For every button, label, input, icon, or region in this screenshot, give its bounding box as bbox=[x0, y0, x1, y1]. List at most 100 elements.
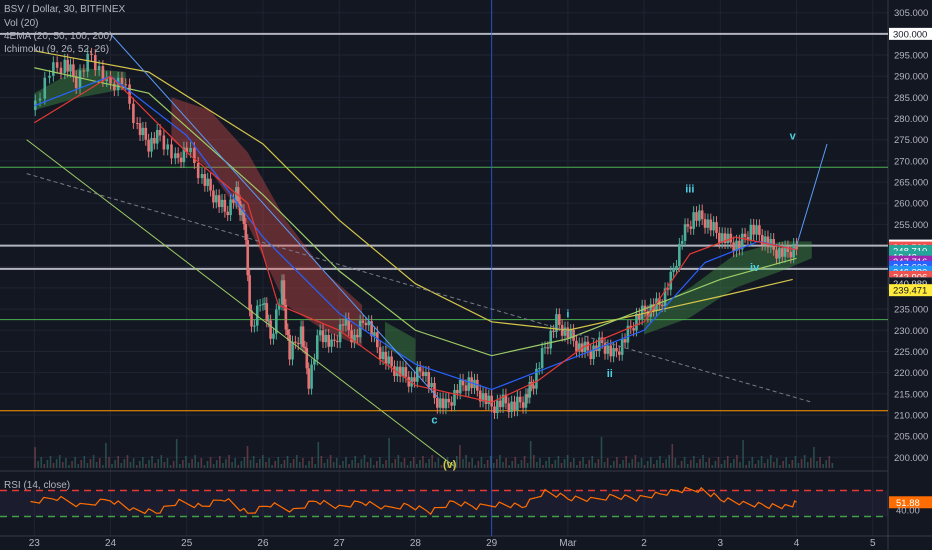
volume-bar bbox=[711, 465, 714, 468]
price-badge bbox=[889, 27, 932, 40]
candle bbox=[179, 157, 183, 163]
candle bbox=[786, 246, 790, 252]
volume-bar bbox=[539, 458, 541, 468]
x-tick-label: 29 bbox=[486, 538, 498, 549]
ema200-line bbox=[34, 50, 793, 331]
volume-bar bbox=[702, 455, 704, 468]
volume-bar bbox=[619, 464, 621, 468]
candle bbox=[603, 342, 607, 354]
volume-bar bbox=[588, 460, 590, 468]
volume-bar bbox=[206, 461, 209, 468]
candle bbox=[296, 342, 300, 345]
volume-bar bbox=[597, 459, 600, 468]
candle bbox=[398, 366, 402, 377]
candle bbox=[214, 195, 218, 203]
candle bbox=[144, 127, 148, 140]
volume-bar bbox=[680, 461, 683, 468]
candle bbox=[327, 334, 331, 347]
volume-bar bbox=[200, 458, 203, 468]
volume-bar bbox=[222, 463, 224, 468]
y-tick-label: 210.000 bbox=[894, 410, 928, 421]
candle bbox=[101, 66, 105, 82]
candle bbox=[277, 304, 281, 310]
wave-label: (v) bbox=[443, 459, 457, 471]
y-tick-label: 295.000 bbox=[894, 51, 928, 62]
volume-bar bbox=[271, 465, 273, 468]
wave-label: i bbox=[566, 309, 569, 321]
volume-bar bbox=[508, 465, 510, 468]
candle bbox=[166, 144, 169, 150]
candle bbox=[396, 366, 399, 376]
volume-bar bbox=[126, 455, 129, 468]
candle bbox=[280, 280, 284, 305]
volume-bar bbox=[372, 465, 375, 468]
volume-bar bbox=[477, 461, 480, 468]
x-tick-label: 23 bbox=[29, 538, 41, 549]
volume-bar bbox=[499, 455, 501, 468]
candle bbox=[150, 138, 153, 152]
y-tick-label: 265.000 bbox=[894, 178, 928, 189]
candle bbox=[577, 343, 581, 352]
candle bbox=[313, 359, 316, 365]
volume-bar bbox=[754, 464, 757, 468]
volume-bar bbox=[428, 459, 430, 468]
volume-bar bbox=[68, 465, 70, 468]
candle bbox=[769, 239, 773, 248]
candle bbox=[135, 123, 139, 125]
volume-bar bbox=[55, 459, 58, 468]
candle bbox=[646, 311, 650, 317]
ema50-line bbox=[34, 75, 797, 391]
candle bbox=[138, 123, 142, 136]
x-tick-label: Mar bbox=[559, 538, 577, 549]
y-tick-label: 285.000 bbox=[894, 93, 928, 104]
candle bbox=[778, 248, 781, 259]
volume-bar bbox=[779, 465, 781, 468]
candle bbox=[732, 242, 735, 252]
volume-bar bbox=[591, 456, 594, 468]
candle bbox=[272, 333, 275, 339]
candle bbox=[735, 240, 738, 252]
volume-bar bbox=[357, 463, 360, 468]
volume-bar bbox=[98, 458, 101, 468]
volume-bar bbox=[295, 455, 298, 468]
candle bbox=[575, 340, 578, 352]
volume-bar bbox=[416, 464, 418, 468]
candle bbox=[689, 226, 693, 229]
candle bbox=[147, 139, 150, 152]
candle bbox=[174, 153, 177, 159]
volume-bar bbox=[536, 462, 538, 468]
volume-bar bbox=[502, 462, 504, 468]
wave-label: iii bbox=[685, 184, 694, 196]
candle bbox=[370, 321, 373, 337]
volume-bar bbox=[154, 463, 156, 468]
candle bbox=[775, 249, 778, 259]
volume-bar bbox=[178, 464, 181, 468]
candle bbox=[726, 233, 730, 244]
candle bbox=[572, 330, 575, 341]
volume-bar bbox=[182, 460, 184, 468]
volume-bar bbox=[526, 463, 529, 468]
candle bbox=[109, 77, 112, 84]
volume-bar bbox=[631, 459, 634, 468]
candle bbox=[265, 303, 269, 322]
candle bbox=[663, 288, 667, 307]
candle bbox=[478, 390, 482, 402]
volume-bar bbox=[135, 465, 138, 468]
candle bbox=[518, 396, 522, 403]
volume-bar bbox=[129, 462, 132, 468]
volume-bar bbox=[646, 461, 649, 468]
candle bbox=[353, 334, 356, 343]
candle bbox=[586, 341, 590, 351]
volume-bar bbox=[656, 460, 658, 468]
volume-bar bbox=[616, 457, 618, 468]
volume-bar bbox=[225, 459, 227, 468]
candle bbox=[780, 248, 784, 257]
volume-bar bbox=[43, 464, 46, 468]
candle bbox=[743, 233, 747, 238]
candle bbox=[498, 400, 502, 408]
candle bbox=[196, 163, 200, 179]
volume-bar bbox=[277, 457, 280, 468]
candle bbox=[623, 339, 627, 343]
volume-bar bbox=[637, 462, 640, 468]
